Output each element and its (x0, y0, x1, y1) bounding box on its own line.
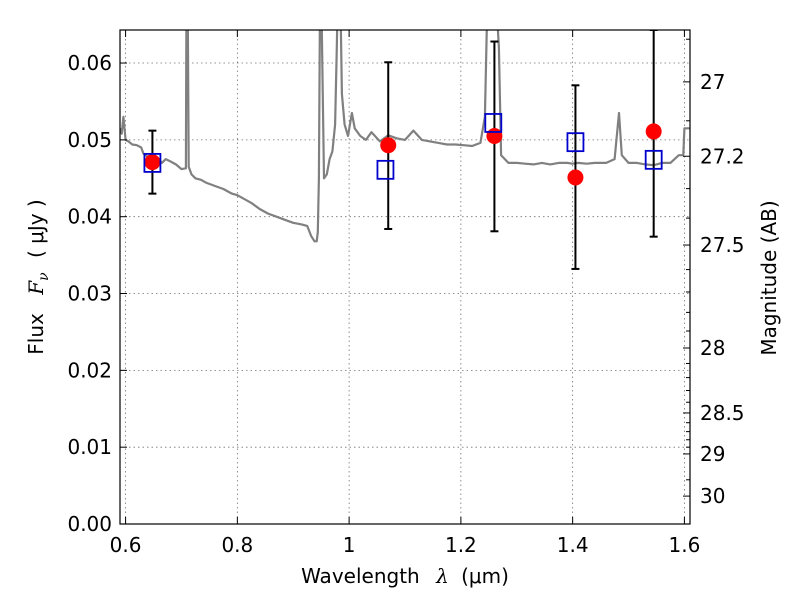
y-tick-label: 0.03 (67, 282, 112, 306)
y-axis-label-subscript: ν (36, 272, 52, 281)
x-tick-label: 1.2 (445, 533, 477, 557)
y-axis-label-text: Flux (24, 313, 48, 355)
model-flux-square (484, 113, 503, 133)
x-tick-label: 0.8 (221, 533, 253, 557)
y-tick-label: 0.00 (67, 512, 112, 536)
y2-tick-label: 27.5 (700, 233, 745, 257)
observed-flux-point (144, 154, 161, 171)
plot-background (120, 30, 690, 524)
observed-flux-point (567, 169, 584, 186)
y-tick-label: 0.02 (67, 358, 112, 382)
plot-frame (119, 29, 691, 525)
y-axis-label-symbol: F (24, 280, 48, 296)
x-axis-label-symbol: λ (435, 564, 449, 588)
observed-flux-point (380, 137, 397, 154)
y2-axis-label: Magnitude (AB) (757, 200, 781, 355)
model-spectrum-line (120, 30, 690, 243)
x-tick-label: 1.6 (669, 533, 701, 557)
model-flux-square (566, 132, 585, 153)
y-tick-label: 0.04 (67, 205, 112, 229)
x-axis-label-unit: (μm) (461, 564, 509, 588)
y2-tick-label: 28 (700, 336, 725, 360)
ticks: 0.6 0.8 1 1.2 1.4 1.6 0.00 0.01 0.02 0.03 0.04 0.05… (67, 30, 745, 557)
model-flux-square (143, 153, 162, 173)
y2-tick-label: 28.5 (700, 401, 745, 425)
observed-flux-point (645, 123, 662, 140)
x-tick-label: 0.6 (110, 533, 142, 557)
data-layer (120, 30, 690, 270)
y-tick-label: 0.05 (67, 128, 112, 152)
y-axis-label: Flux Fν ( μJy ) (24, 199, 53, 354)
x-axis-label: Wavelength λ (μm) (301, 564, 509, 588)
observed-flux-point (486, 128, 503, 145)
x-tick-label: 1 (343, 533, 356, 557)
x-axis-label-text: Wavelength (301, 564, 420, 588)
y2-tick-label: 30 (700, 484, 725, 508)
model-flux-square (644, 149, 663, 170)
model-flux-square (376, 159, 395, 180)
x-tick-label: 1.4 (557, 533, 589, 557)
y-axis-label-unit: ( μJy ) (24, 199, 48, 258)
y-tick-label: 0.01 (67, 435, 112, 459)
y2-tick-label: 27.2 (700, 144, 745, 168)
y-tick-label: 0.06 (67, 51, 112, 75)
y2-tick-label: 29 (700, 442, 725, 466)
y2-tick-label: 27 (700, 70, 725, 94)
